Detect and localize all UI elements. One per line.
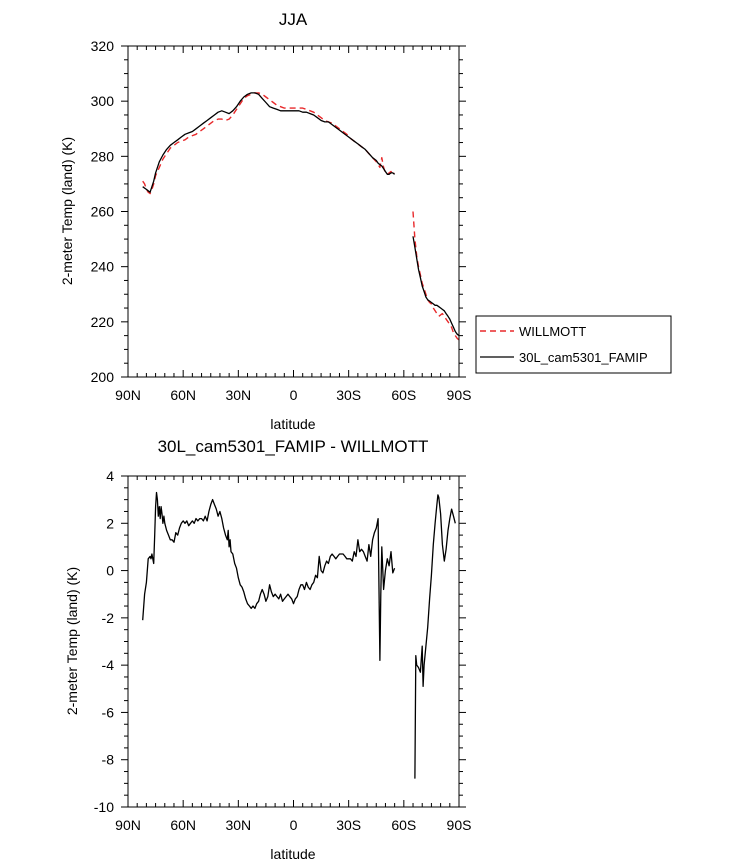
y-tick-label: 240	[91, 259, 115, 275]
x-tick-label: 60S	[391, 387, 416, 403]
y-tick-label: -8	[102, 752, 115, 768]
x-tick-label: 0	[290, 387, 298, 403]
y-tick-label: 300	[91, 93, 115, 109]
y-tick-label: -10	[94, 799, 114, 815]
x-tick-label: 90N	[115, 817, 141, 833]
y-tick-label: 200	[91, 369, 115, 385]
y-tick-label: 280	[91, 148, 115, 164]
x-tick-label: 30S	[336, 817, 361, 833]
y-tick-label: -2	[102, 610, 115, 626]
y-tick-label: 220	[91, 314, 115, 330]
series-line-difference-seg0	[142, 491, 396, 662]
x-tick-label: 30S	[336, 387, 361, 403]
legend-label-model: 30L_cam5301_FAMIP	[519, 350, 648, 365]
x-tick-label: 30N	[225, 817, 251, 833]
x-tick-label: 90S	[447, 817, 472, 833]
y-tick-label: -6	[102, 704, 115, 720]
x-tick-label: 90S	[447, 387, 472, 403]
series-line-willmott-seg0	[142, 92, 396, 195]
y-tick-label: 0	[106, 563, 114, 579]
top-plot-title: JJA	[279, 10, 308, 29]
x-tick-label: 60N	[170, 387, 196, 403]
top-ticks: 90N 60N 30N 0 30S 60S 90S 200 220 240 260 280 300 320	[91, 38, 472, 403]
series-line-30l-cam5301-famip-seg1	[412, 236, 460, 337]
top-panel: JJA 90N 60N 30N 0 30S 60S 90S 200 220 240 260 280 30…	[59, 10, 471, 432]
top-series-lines	[142, 92, 460, 341]
bottom-series-lines	[142, 491, 456, 779]
bottom-x-axis-title: latitude	[270, 846, 315, 862]
top-plot-frame	[127, 45, 460, 378]
y-tick-label: 2	[106, 515, 114, 531]
series-line-difference-seg1	[414, 494, 456, 779]
legend-label-willmott: WILLMOTT	[519, 324, 586, 339]
bottom-ticks: 90N 60N 30N 0 30S 60S 90S -10 -8 -6 -4 -2 0 2 4	[94, 468, 472, 833]
bottom-panel: 30L_cam5301_FAMIP - WILLMOTT 90N 60N 30N 0 3…	[64, 437, 471, 862]
legend-box	[475, 315, 672, 374]
top-x-axis-title: latitude	[270, 416, 315, 432]
bottom-plot-frame	[127, 475, 460, 808]
y-tick-label: 260	[91, 204, 115, 220]
y-tick-label: -4	[102, 657, 115, 673]
y-tick-label: 320	[91, 38, 115, 54]
bottom-y-axis-title: 2-meter Temp (land) (K)	[64, 567, 80, 715]
x-tick-label: 60N	[170, 817, 196, 833]
series-line-30l-cam5301-famip-seg0	[142, 92, 395, 193]
x-tick-label: 0	[290, 817, 298, 833]
bottom-plot-title: 30L_cam5301_FAMIP - WILLMOTT	[158, 437, 429, 456]
y-tick-label: 4	[106, 468, 114, 484]
top-y-axis-title: 2-meter Temp (land) (K)	[59, 137, 75, 285]
x-tick-label: 30N	[225, 387, 251, 403]
x-tick-label: 90N	[115, 387, 141, 403]
x-tick-label: 60S	[391, 817, 416, 833]
legend: WILLMOTT 30L_cam5301_FAMIP	[475, 315, 672, 374]
